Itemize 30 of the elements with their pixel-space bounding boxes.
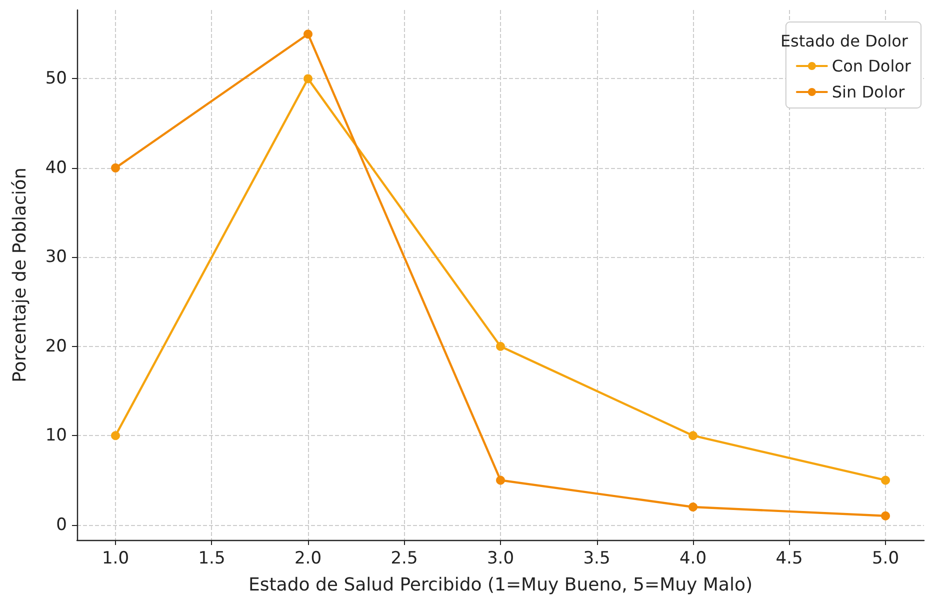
y-tick-label: 30 <box>45 247 67 268</box>
point <box>111 431 120 440</box>
point <box>304 30 312 39</box>
point <box>496 342 505 351</box>
y-tick-label: 10 <box>45 426 67 446</box>
x-tick-label: 2.0 <box>294 548 322 568</box>
point <box>111 163 120 172</box>
x-tick-label: 4.0 <box>679 548 707 568</box>
x-tick-label: 2.5 <box>390 548 418 568</box>
y-axis-title: Porcentaje de Población <box>10 168 30 382</box>
point <box>688 431 698 440</box>
point <box>496 476 505 485</box>
y-tick-label: 40 <box>45 158 67 178</box>
x-axis-title: Estado de Salud Percibido (1=Muy Bueno, 5=Muy Malo) <box>248 574 753 596</box>
point <box>688 502 698 512</box>
x-tick-label: 1.5 <box>198 548 226 568</box>
point <box>881 511 890 520</box>
legend-label: Sin Dolor <box>832 82 906 102</box>
point <box>881 476 890 485</box>
x-tick-label: 4.5 <box>776 548 803 568</box>
legend-label: Con Dolor <box>832 56 912 76</box>
x-tick-label: 3.0 <box>486 548 514 568</box>
y-tick-label: 20 <box>45 336 67 356</box>
x-tick-label: 5.0 <box>872 548 900 568</box>
x-tick-label: 3.5 <box>583 548 610 568</box>
y-tick-label: 50 <box>45 68 67 89</box>
legend-title: Estado de Dolor <box>780 32 908 50</box>
x-tick-label: 1.0 <box>102 548 130 568</box>
point <box>304 74 312 84</box>
y-tick-label: 0 <box>56 514 67 535</box>
